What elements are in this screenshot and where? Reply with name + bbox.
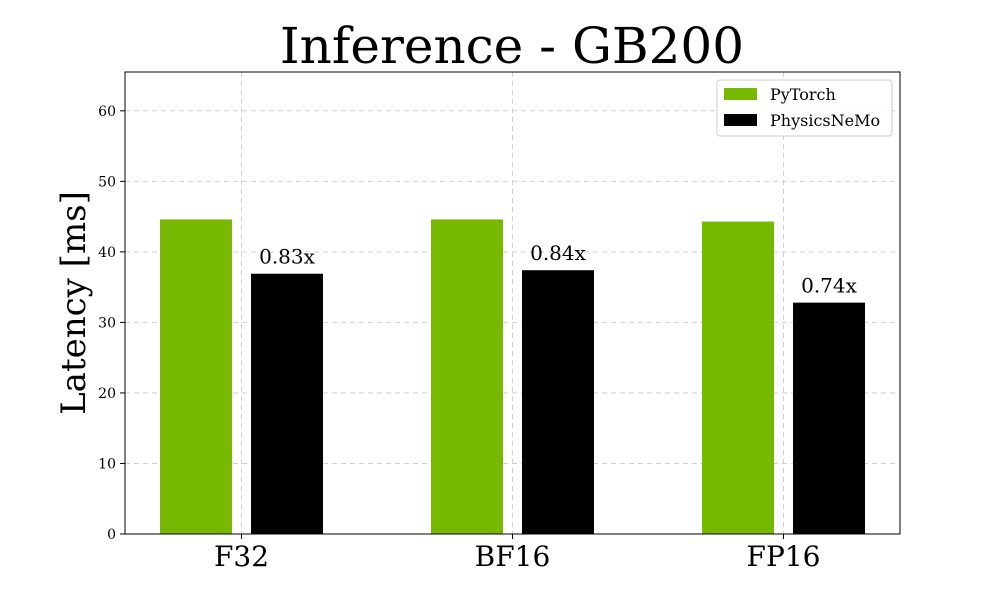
bar-value-label: 0.74x [801,274,858,298]
legend-swatch [724,114,757,126]
bar-value-label: 0.84x [530,241,587,265]
bars-layer: 0.83x 0.84x 0.74x [160,219,865,534]
plot-frame [124,71,901,535]
y-tick-label: 60 [98,104,116,120]
bar-physicsnemo-bf16 [522,270,594,534]
bar-pytorch-bf16 [431,219,503,534]
legend-label: PhysicsNeMo [770,111,880,130]
bar-physicsnemo-f32 [251,273,323,534]
x-tick-label: BF16 [475,540,551,573]
legend: PyTorch PhysicsNeMo [716,79,893,137]
y-tick-label: 10 [98,456,116,472]
y-tick-label: 0 [107,527,116,543]
y-tick-label: 20 [98,386,116,402]
bar-value-label: 0.83x [259,245,316,269]
chart-title: Inference - GB200 [280,17,744,75]
legend-label: PyTorch [770,85,836,104]
y-axis-label: Latency [ms] [54,191,94,415]
legend-swatch [724,88,757,100]
bar-pytorch-f32 [160,219,232,534]
bar-pytorch-fp16 [702,221,774,534]
legend-frame [716,79,893,137]
axes-layer: 0 10 20 30 40 50 60 F32 BF16 FP16 [98,104,820,573]
bar-physicsnemo-fp16 [793,302,865,534]
y-tick-label: 30 [98,315,116,331]
y-tick-label: 40 [98,245,116,261]
grid-layer [125,72,900,534]
x-tick-label: F32 [214,540,269,573]
y-tick-label: 50 [98,174,116,190]
x-tick-label: FP16 [747,540,821,573]
